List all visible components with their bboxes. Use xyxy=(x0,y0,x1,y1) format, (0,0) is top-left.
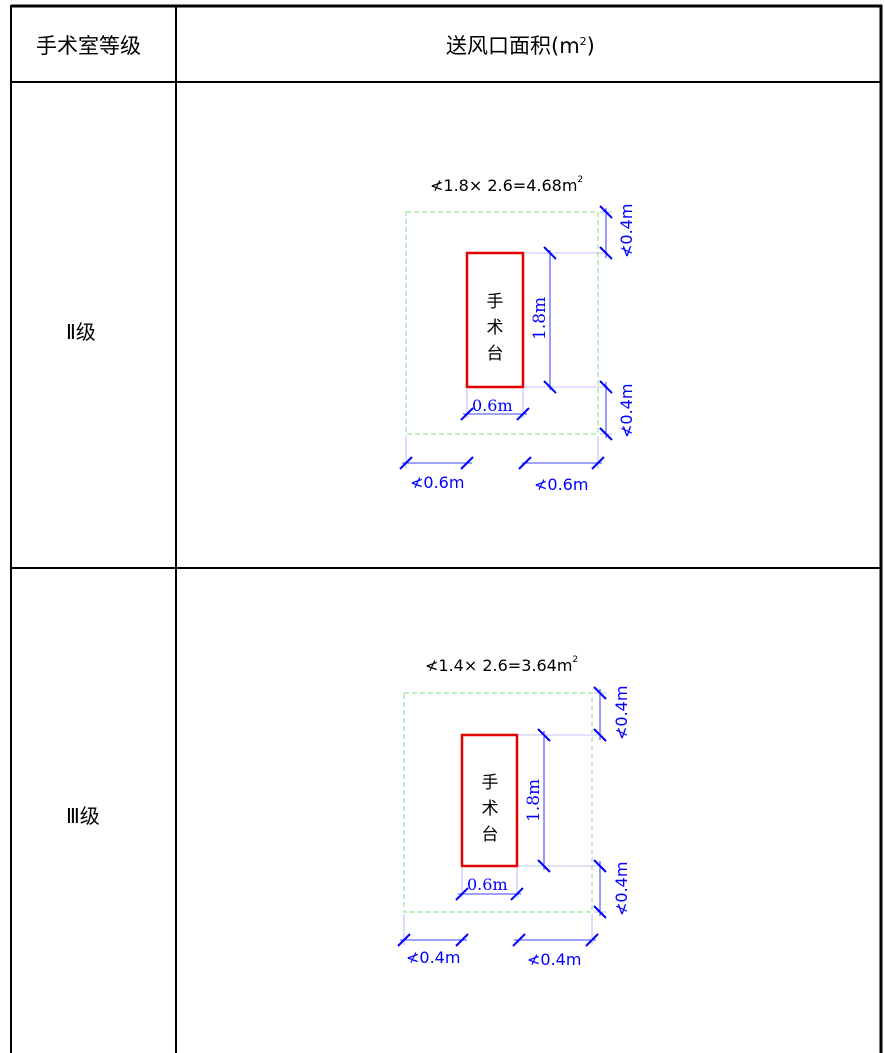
outlet-outline xyxy=(405,211,599,435)
margin-vertical-dimension xyxy=(599,205,613,441)
header-area: 送风口面积(m2) xyxy=(446,30,595,60)
diagram-level-3: ≮1.4× 2.6=3.64m2 手 术 台 1.8m 0.6m xyxy=(397,655,631,969)
table-label-char: 术 xyxy=(482,799,499,819)
margin-right-label: ≮0.6m xyxy=(534,475,588,494)
width-label: 0.6m xyxy=(467,875,508,894)
margin-top-label: ≮0.4m xyxy=(617,204,636,258)
length-dimension xyxy=(525,246,608,394)
table-label-char: 手 xyxy=(482,773,499,793)
margin-left-label: ≮0.4m xyxy=(406,948,460,967)
header-area-text: 送风口面积(m xyxy=(446,34,580,58)
width-dimension xyxy=(455,868,524,901)
diagram-level-2: ≮1.8× 2.6=4.68m2 手 术 台 1.8m 0.6m xyxy=(399,175,636,494)
margin-right-label: ≮0.4m xyxy=(527,950,581,969)
table-label-char: 台 xyxy=(482,825,499,845)
width-label: 0.6m xyxy=(472,396,513,415)
margin-left-label: ≮0.6m xyxy=(410,473,464,492)
formula-text: ≮1.4× 2.6=3.64m2 xyxy=(425,655,578,675)
header-level: 手术室等级 xyxy=(36,34,141,58)
margin-bottom-label: ≮0.4m xyxy=(612,862,631,916)
margin-horizontal-dimension xyxy=(399,436,605,470)
outlet-outline xyxy=(403,692,593,913)
operating-table xyxy=(465,251,525,389)
table-label-char: 台 xyxy=(487,344,504,364)
table-label-char: 手 xyxy=(487,292,504,312)
table-label-char: 术 xyxy=(487,318,504,338)
margin-top-label: ≮0.4m xyxy=(612,686,631,740)
margin-bottom-label: ≮0.4m xyxy=(617,384,636,438)
length-dimension xyxy=(519,728,602,873)
length-label: 1.8m xyxy=(530,297,550,340)
header-area-close: ) xyxy=(586,34,595,58)
header-area-sup: 2 xyxy=(579,35,587,48)
length-label: 1.8m xyxy=(524,779,544,822)
margin-vertical-dimension xyxy=(593,686,607,919)
formula-text: ≮1.8× 2.6=4.68m2 xyxy=(430,175,583,195)
width-dimension xyxy=(460,389,530,421)
row-level-2: Ⅱ级 xyxy=(66,320,96,344)
row-level-3: Ⅲ级 xyxy=(66,804,100,828)
operating-table xyxy=(460,733,519,868)
margin-horizontal-dimension xyxy=(397,914,599,947)
